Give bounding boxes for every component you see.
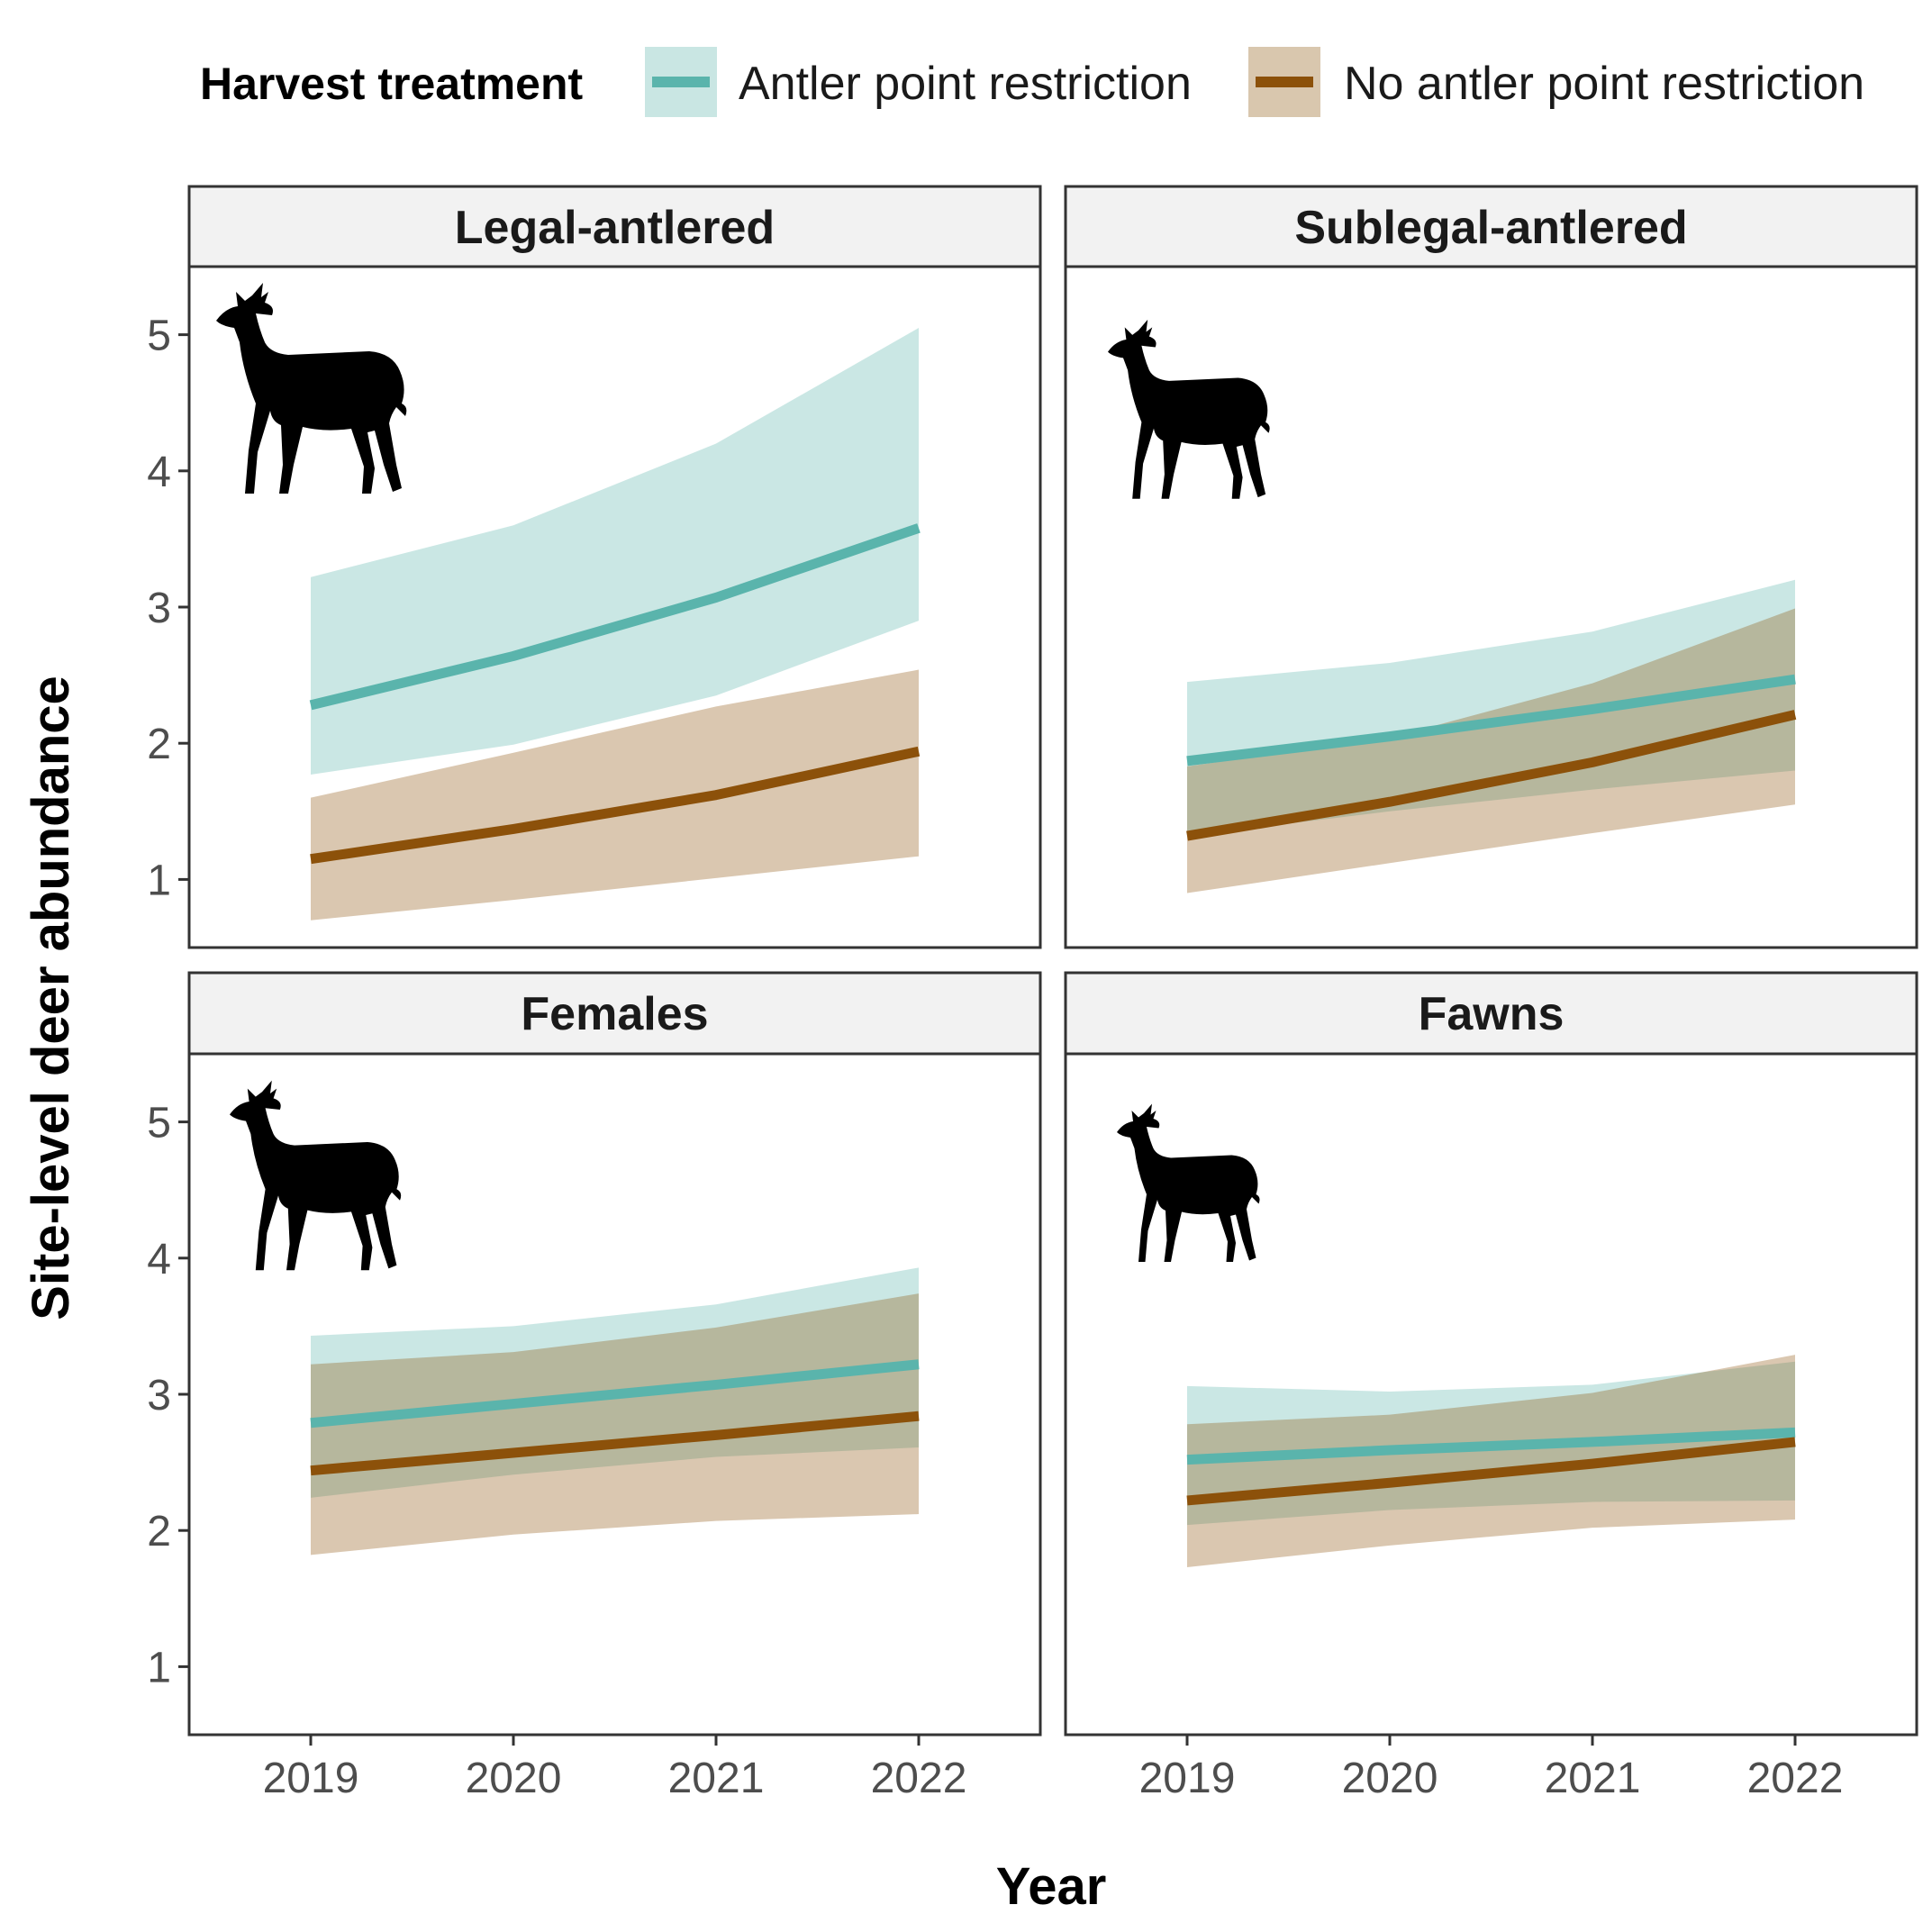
ribbon-apr [311, 1267, 919, 1498]
y-tick-label: 5 [147, 313, 171, 360]
y-tick-label: 3 [147, 1372, 171, 1420]
legend-label-apr: Antler point restriction [739, 58, 1192, 110]
x-axis-title: Year [996, 1857, 1107, 1916]
line-napr [1186, 1437, 1796, 1506]
x-tick-label: 2021 [668, 1755, 765, 1802]
panel-strip [187, 971, 1042, 1056]
x-tick-label: 2022 [871, 1755, 967, 1802]
y-tick-label: 2 [147, 1508, 171, 1556]
line-apr [1186, 1427, 1796, 1465]
line-napr [310, 1410, 920, 1476]
panel-border [1064, 1052, 1918, 1737]
x-tick-label: 2020 [466, 1755, 562, 1802]
ribbon-apr [1187, 579, 1795, 837]
panel-strip [187, 185, 1042, 268]
y-axis-title: Site-level deer abundance [22, 676, 80, 1320]
panel-title: Fawns [1419, 988, 1565, 1040]
y-tick-label: 1 [147, 857, 171, 904]
panel-title: Legal-antlered [455, 202, 775, 254]
y-tick-label: 1 [147, 1644, 171, 1692]
line-apr [310, 1359, 920, 1429]
x-tick-label: 2021 [1545, 1755, 1641, 1802]
line-apr [309, 523, 921, 711]
x-tick-label: 2019 [263, 1755, 359, 1802]
panel-border [1064, 265, 1918, 949]
legend: Harvest treatment Antler point restricti… [200, 47, 1864, 117]
panel-title: Sublegal-antlered [1294, 202, 1687, 254]
x-tick-label: 2020 [1342, 1755, 1438, 1802]
panel-2: Sublegal-antlered [1064, 185, 1918, 949]
x-tick-label: 2019 [1139, 1755, 1236, 1802]
legend-label-napr: No antler point restriction [1344, 58, 1864, 110]
ribbon-apr [311, 328, 919, 775]
y-tick-label: 4 [147, 1236, 171, 1283]
panel-1: Legal-antlered 1 2 3 4 5 [147, 185, 1042, 949]
panel-3: Females 1 2 3 4 5 2019 2020 2021 2022 [147, 971, 1042, 1802]
line-napr [1186, 710, 1797, 841]
panel-strip [1064, 971, 1918, 1056]
y-tick-label: 5 [147, 1100, 171, 1147]
y-tick-label: 4 [147, 449, 171, 496]
ribbon-napr [311, 1293, 919, 1556]
line-apr [1186, 674, 1796, 766]
y-tick-label: 3 [147, 585, 171, 632]
ribbon-napr [1187, 1355, 1795, 1568]
ribbon-napr [311, 669, 919, 921]
ribbon-napr [1187, 608, 1795, 893]
y-tick-label: 2 [147, 721, 171, 768]
panel-title: Females [521, 988, 708, 1040]
legend-title: Harvest treatment [200, 59, 584, 109]
line-napr [310, 746, 921, 865]
x-tick-label: 2022 [1747, 1755, 1844, 1802]
panel-4: Fawns 2019 2020 2021 2022 [1064, 971, 1918, 1802]
panels: Legal-antlered 1 2 3 4 5 Sublegal-antlered Fema… [147, 185, 1918, 1802]
